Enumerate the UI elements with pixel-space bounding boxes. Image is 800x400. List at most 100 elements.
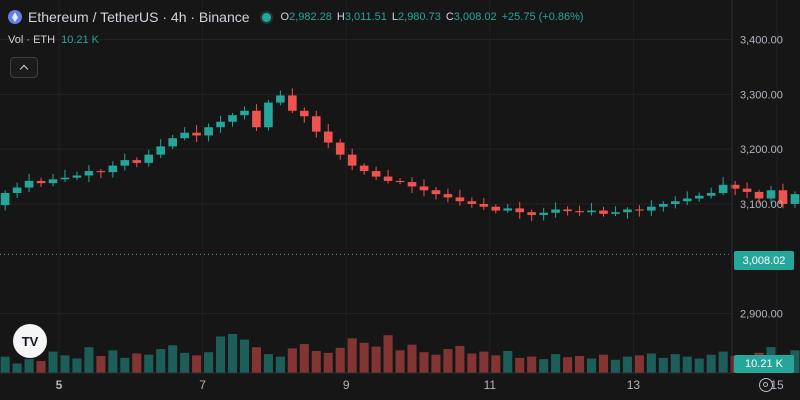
volume-bar [706, 354, 716, 373]
candle-body [539, 212, 548, 215]
market-status-icon[interactable] [261, 12, 271, 22]
volume-bar [180, 352, 190, 373]
candle-body [0, 193, 10, 206]
volume-bar [168, 345, 178, 373]
tradingview-logo-icon[interactable]: TV [13, 324, 47, 358]
candle-body [132, 160, 142, 163]
volume-bar [383, 335, 393, 373]
candle-body [706, 193, 716, 196]
volume-bar [694, 358, 704, 373]
candle-body [24, 180, 34, 188]
candle-body [252, 110, 261, 128]
volume-bar [335, 347, 345, 373]
volume-bars [0, 333, 800, 373]
candle-body [682, 198, 692, 202]
candle-body [431, 190, 441, 195]
candle-body [335, 142, 345, 155]
volume-bar [622, 356, 632, 373]
candle-body [467, 201, 477, 204]
settings-gear-icon[interactable] [759, 378, 773, 392]
ohlc-open: O2,982.28 [280, 11, 332, 23]
collapse-chevron-icon[interactable] [10, 57, 38, 78]
time-tick-label: 5 [56, 378, 63, 392]
volume-bar [455, 345, 465, 373]
volume-bar [323, 352, 333, 373]
candle-body [599, 210, 608, 214]
price-tick-label: 2,900.00 [740, 309, 783, 321]
candle-body [778, 190, 788, 204]
volume-tag: 10.21 K [734, 355, 794, 373]
candle-body [144, 154, 154, 163]
volume-bar [287, 348, 297, 373]
candle-body [419, 186, 429, 191]
volume-bar [204, 352, 214, 373]
volume-bar [586, 358, 597, 373]
grid-lines [0, 39, 732, 315]
volume-bar [491, 355, 501, 373]
candle-body [551, 209, 560, 213]
volume-bar [658, 357, 668, 373]
candle-body [407, 182, 417, 187]
candle-body [647, 206, 656, 211]
candle-body [228, 115, 237, 122]
candle-body [515, 208, 525, 213]
volume-bar [108, 350, 118, 373]
last-price-tag: 3,008.02 [734, 251, 794, 270]
candle-body [623, 209, 632, 213]
candle-body [491, 206, 501, 211]
time-axis: 57911131517192123 [56, 378, 784, 392]
time-tick-label: 9 [343, 378, 350, 392]
candle-body [611, 212, 620, 214]
candle-body [60, 177, 70, 180]
volume-bar [527, 356, 537, 373]
volume-bar [239, 339, 250, 373]
time-tick-label: 7 [199, 378, 206, 392]
price-change: +25.75 (+0.86%) [501, 11, 584, 23]
candle-body [443, 194, 453, 198]
candle-body [84, 171, 94, 176]
candle-body [288, 95, 297, 111]
volume-bar [359, 342, 369, 373]
candle-body [790, 194, 800, 204]
volume-bar [299, 344, 309, 373]
volume-bar [84, 347, 94, 373]
volume-bar [12, 363, 22, 373]
volume-bar [72, 358, 82, 373]
candle-body [48, 179, 58, 184]
volume-bar [670, 354, 680, 373]
price-tick-label: 3,200.00 [740, 144, 783, 156]
volume-bar [132, 353, 142, 373]
volume-bar [48, 351, 58, 373]
candle-body [216, 121, 225, 128]
candle-body [371, 171, 381, 177]
volume-bar [682, 356, 692, 373]
candle-body [96, 171, 106, 173]
volume-bar [790, 350, 800, 373]
candle-body [766, 190, 776, 199]
volume-legend: Vol · ETH 10.21 K [8, 34, 99, 46]
volume-bar [419, 352, 429, 373]
volume-bar [598, 354, 609, 373]
volume-label: Vol · ETH [8, 34, 56, 46]
candle-body [180, 132, 189, 139]
symbol-legend: Ethereum / TetherUS · 4h · Binance O2,98… [8, 6, 584, 28]
volume-bar [96, 355, 106, 373]
volume-bar [263, 354, 273, 373]
candle-body [240, 110, 249, 116]
symbol-title[interactable]: Ethereum / TetherUS · 4h · Binance [28, 9, 250, 25]
time-tick-label: 15 [770, 378, 784, 392]
ohlc-close: C3,008.02 [445, 11, 497, 23]
candle-body [503, 208, 513, 211]
volume-bar [646, 353, 656, 373]
volume-bar [563, 357, 573, 373]
candle-body [12, 187, 22, 194]
volume-bar [575, 355, 585, 373]
volume-bar [0, 356, 10, 373]
volume-bar [551, 354, 561, 373]
candle-body [383, 176, 393, 181]
volume-bar [311, 350, 321, 373]
candle-body [156, 146, 166, 155]
ethereum-coin-icon [8, 10, 22, 24]
candle-body [192, 132, 201, 136]
